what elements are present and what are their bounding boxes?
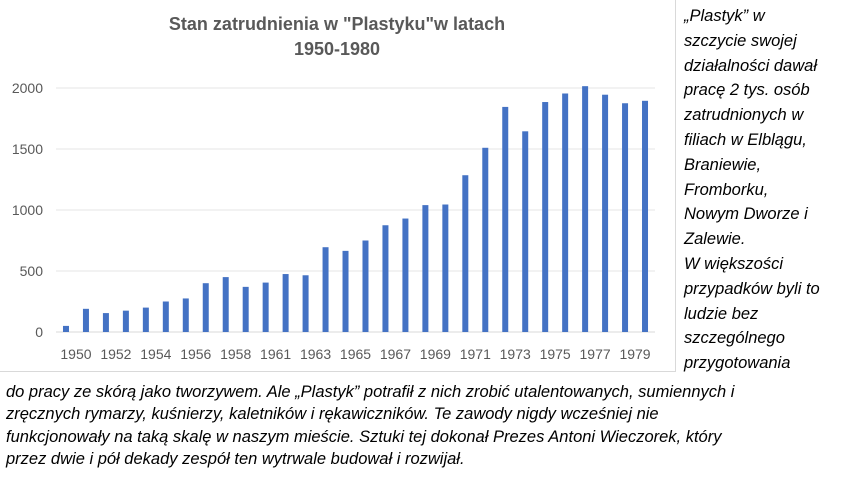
bar-1956 (182, 298, 189, 332)
bar-1976 (562, 93, 569, 333)
bar-1977 (582, 86, 589, 332)
x-tick-label: 1950 (60, 346, 91, 362)
bar-1974 (522, 131, 529, 332)
y-axis-ticks: 0 500 1000 1500 2000 (12, 80, 43, 340)
grid-lines (56, 87, 655, 333)
bar-1955 (162, 301, 169, 332)
x-tick-label: 1952 (100, 346, 131, 362)
x-axis-ticks: 1950 1952 1954 1956 1958 1961 1963 1965 1967 1969… (60, 346, 650, 362)
y-tick-label: 1000 (12, 202, 43, 218)
bar-1978 (602, 94, 609, 333)
bar-chart: Stan zatrudnienia w "Plastyku"w latach 1… (12, 14, 655, 362)
bar-1962 (282, 274, 289, 332)
bar-1970 (442, 204, 449, 332)
bars (62, 86, 649, 333)
bar-1979 (622, 103, 629, 332)
bar-1972 (482, 147, 489, 332)
y-tick-label: 2000 (12, 80, 43, 96)
side-paragraph: „Plastyk” w szczycie swojej działalności… (684, 7, 820, 373)
x-tick-label: 1956 (180, 346, 211, 362)
x-tick-label: 1969 (420, 346, 451, 362)
bar-1973 (502, 106, 509, 332)
chart-panel: Stan zatrudnienia w "Plastyku"w latach 1… (0, 0, 676, 372)
bar-1961 (262, 282, 269, 332)
y-tick-label: 1500 (12, 141, 43, 157)
x-tick-label: 1963 (300, 346, 331, 362)
x-tick-label: 1967 (380, 346, 411, 362)
bottom-paragraph: do pracy ze skórą jako tworzywem. Ale „P… (6, 383, 735, 469)
bar-1950 (62, 325, 69, 332)
x-tick-label: 1958 (220, 346, 251, 362)
bar-1966 (362, 240, 369, 332)
bar-1958 (222, 277, 229, 332)
chart-title-line-1: Stan zatrudnienia w "Plastyku"w latach (169, 14, 505, 34)
x-tick-label: 1979 (619, 346, 650, 362)
x-tick-label: 1977 (580, 346, 611, 362)
bar-1951 (82, 308, 89, 332)
bar-1963 (302, 275, 309, 332)
y-tick-label: 500 (20, 263, 44, 279)
bar-1959 (242, 286, 249, 332)
x-tick-label: 1954 (140, 346, 171, 362)
bar-1954 (142, 307, 149, 332)
bar-1957 (202, 283, 209, 332)
bar-1965 (342, 250, 349, 332)
bar-1953 (122, 310, 129, 332)
bar-1968 (402, 218, 409, 332)
y-tick-label: 0 (35, 324, 43, 340)
x-tick-label: 1961 (260, 346, 291, 362)
bar-1980 (642, 100, 649, 332)
bar-1967 (382, 225, 389, 332)
x-tick-label: 1973 (500, 346, 531, 362)
bar-1969 (422, 205, 429, 332)
x-tick-label: 1965 (340, 346, 371, 362)
bar-1975 (542, 102, 549, 332)
bar-1971 (462, 175, 469, 332)
x-tick-label: 1975 (540, 346, 571, 362)
bar-1952 (102, 313, 109, 332)
bar-1964 (322, 247, 329, 332)
x-tick-label: 1971 (460, 346, 491, 362)
chart-title-line-2: 1950-1980 (294, 39, 380, 59)
